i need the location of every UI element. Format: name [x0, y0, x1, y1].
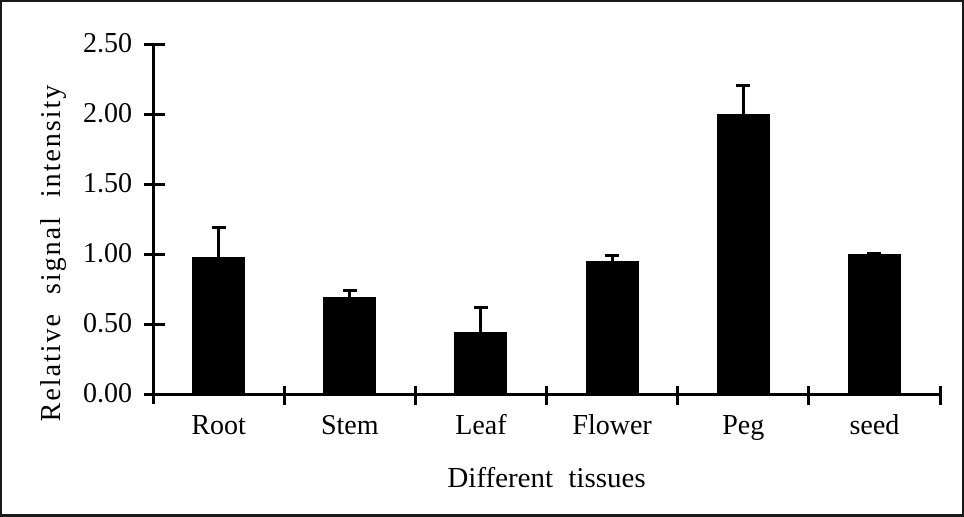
y-tick [144, 322, 165, 326]
error-bar-stem [348, 290, 352, 300]
y-tick [144, 392, 165, 396]
error-bar-stem [741, 84, 745, 116]
category-label: Root [191, 410, 246, 441]
x-tick [676, 386, 680, 405]
y-tick-label: 1.50 [83, 168, 132, 199]
x-axis-title: Different tissues [447, 462, 646, 494]
category-label: Stem [320, 410, 379, 441]
error-bar-cap [211, 226, 226, 230]
y-tick-label: 2.00 [83, 98, 132, 129]
bar [192, 256, 246, 394]
category-label: Peg [722, 410, 765, 441]
x-tick [807, 386, 811, 405]
bar [454, 332, 508, 394]
error-bar-stem [217, 227, 221, 259]
error-bar-cap [605, 254, 620, 258]
category-label: Flower [572, 410, 652, 441]
x-tick [545, 386, 548, 405]
error-bar-cap [736, 83, 751, 87]
y-tick [144, 42, 165, 46]
category-label: Leaf [455, 410, 507, 441]
error-bar-cap [342, 289, 357, 293]
error-bar-cap [867, 251, 882, 255]
y-axis-line [151, 44, 155, 404]
category-label: seed [849, 410, 900, 441]
x-tick [413, 386, 417, 405]
y-tick [144, 252, 165, 256]
error-bar-stem [479, 307, 483, 335]
y-tick-label: 1.00 [83, 238, 132, 269]
y-tick-label: 2.50 [83, 28, 132, 59]
bar [323, 297, 377, 394]
error-bar-cap [473, 306, 488, 310]
error-bar-stem [610, 255, 614, 263]
y-tick [144, 182, 165, 186]
bar [585, 261, 639, 394]
bar [716, 114, 770, 394]
y-tick [144, 112, 165, 116]
x-tick [938, 386, 942, 405]
y-tick-label: 0.00 [83, 378, 132, 409]
x-tick [282, 386, 286, 405]
y-tick-label: 0.50 [83, 308, 132, 339]
bar [847, 254, 901, 394]
